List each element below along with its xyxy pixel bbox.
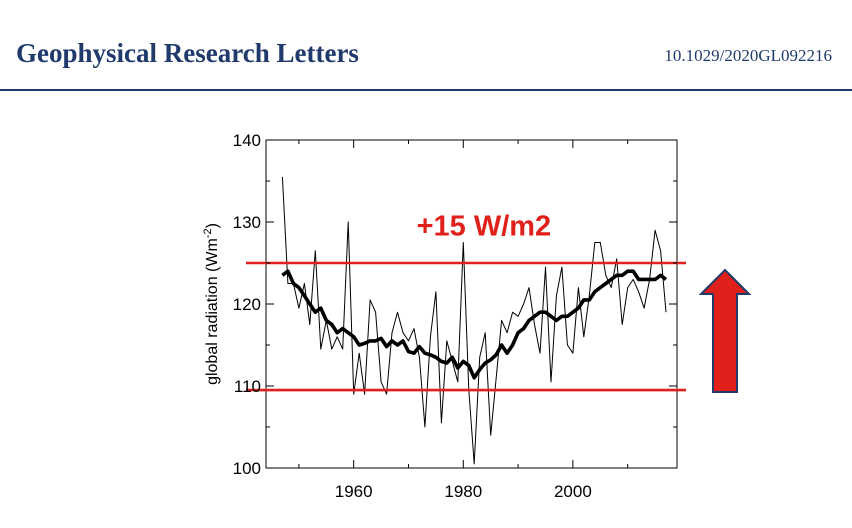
reference-lines <box>246 261 686 392</box>
header-rule <box>0 89 852 91</box>
y-axis-label-main: global radiation (Wm <box>204 238 221 385</box>
y-tick-label: 100 <box>233 459 261 478</box>
annotation-label: +15 W/m2 <box>417 211 552 243</box>
journal-title: Geophysical Research Letters <box>16 38 359 68</box>
page-header: Geophysical Research Letters 10.1029/202… <box>0 0 852 92</box>
smoothed-series-line <box>281 269 668 380</box>
annual-series-line <box>281 176 667 465</box>
y-axis-label-close: ) <box>204 223 221 228</box>
axes-frame <box>265 139 678 469</box>
y-tick-label: 120 <box>233 295 261 314</box>
plot-frame <box>265 139 678 469</box>
doi-label[interactable]: 10.1029/2020GL092216 <box>664 46 832 65</box>
x-tick-label: 1960 <box>335 482 373 501</box>
y-tick-label: 110 <box>234 377 261 396</box>
up-arrow-shape <box>698 268 752 393</box>
y-axis-label-sup: -2 <box>202 228 214 238</box>
series-layer <box>281 176 668 465</box>
x-tick-label: 1980 <box>444 482 482 501</box>
y-tick-label: 130 <box>233 213 261 232</box>
y-tick-label: 140 <box>233 131 261 150</box>
y-axis-label: global radiation (Wm-2) <box>202 223 221 385</box>
tick-layer: 100 110 120 130 140 1960 1980 2000 <box>233 131 677 501</box>
arrow-icon <box>698 268 752 393</box>
x-tick-label: 2000 <box>554 482 592 501</box>
